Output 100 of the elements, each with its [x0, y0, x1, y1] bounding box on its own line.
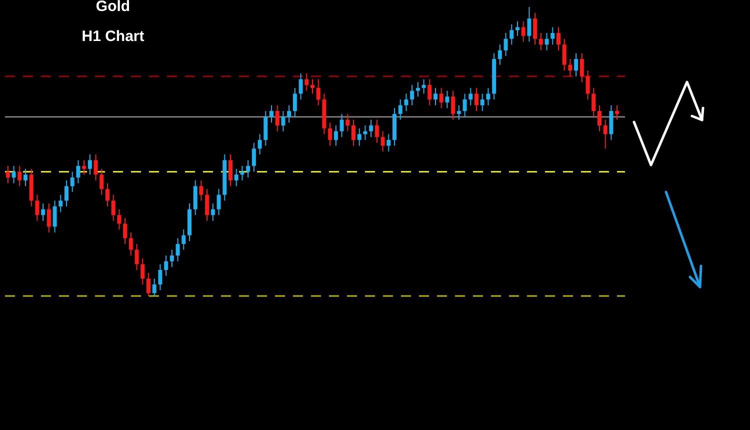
candlestick — [199, 180, 204, 202]
candlestick — [64, 180, 68, 207]
candlestick — [258, 134, 262, 155]
candlestick — [164, 255, 168, 276]
candlestick — [170, 249, 174, 268]
candlestick — [486, 87, 490, 106]
candlestick — [158, 264, 162, 291]
candlestick — [474, 87, 478, 112]
candlestick — [193, 180, 198, 216]
candlestick — [498, 44, 502, 66]
candlestick — [298, 72, 303, 100]
text: H1 Chart — [82, 28, 144, 45]
candlestick — [6, 165, 10, 184]
candlestick — [451, 90, 456, 120]
candlestick — [615, 104, 620, 120]
candlestick — [357, 128, 362, 146]
candlestick — [205, 188, 210, 222]
candlestick — [510, 24, 514, 46]
candlestick — [504, 32, 508, 57]
candlestick — [422, 78, 426, 94]
candlestick — [562, 38, 566, 72]
candlestick — [287, 104, 292, 124]
candlestick — [480, 93, 484, 112]
candlestick — [152, 278, 156, 296]
candlestick — [533, 12, 538, 46]
candlestick — [410, 84, 414, 106]
candlestick — [574, 52, 578, 77]
candlestick — [216, 188, 221, 216]
candlestick — [41, 203, 46, 222]
candlestick — [270, 104, 274, 124]
candlestick — [340, 113, 344, 138]
candlestick — [580, 52, 584, 83]
candlestick — [445, 90, 450, 109]
candlestick — [82, 160, 86, 176]
candlestick — [598, 104, 602, 132]
candlestick — [352, 119, 356, 146]
candlestick — [46, 203, 51, 233]
candlestick — [603, 119, 608, 150]
chart-title: Gold — [96, 0, 130, 15]
candlestick — [76, 160, 80, 184]
candlestick — [12, 165, 16, 184]
candlestick — [182, 229, 186, 250]
candlestick — [462, 93, 467, 118]
candlestick — [58, 194, 63, 213]
candlestick — [210, 203, 215, 222]
candlestick — [176, 238, 180, 262]
candlestick — [521, 20, 526, 42]
candlestick — [592, 87, 596, 118]
candlestick — [18, 165, 22, 187]
candlestick — [538, 32, 543, 51]
candlestick — [386, 134, 391, 152]
candlestick — [568, 58, 572, 77]
candlestick — [252, 142, 256, 172]
candlestick — [106, 182, 110, 207]
candlestick — [456, 104, 461, 120]
candlestick — [146, 272, 150, 296]
candlestick — [310, 78, 314, 94]
candlestick — [369, 119, 374, 138]
candlestick — [428, 78, 432, 106]
candlestick — [117, 208, 122, 230]
candlestick — [556, 26, 560, 51]
candlestick — [468, 87, 473, 106]
candlestick — [234, 168, 238, 187]
candlestick — [70, 171, 74, 192]
candlestick — [398, 98, 402, 120]
candlestick — [609, 104, 614, 140]
candlestick — [380, 130, 385, 152]
candlestick — [24, 168, 28, 187]
candlestick — [346, 113, 350, 132]
candlestick — [516, 20, 520, 36]
candlestick — [94, 154, 98, 181]
candlestick — [404, 93, 408, 112]
candlestick — [334, 124, 338, 146]
candlestick — [240, 165, 244, 181]
candlestick — [328, 122, 332, 146]
candlestick — [544, 32, 549, 51]
candlestick — [246, 160, 250, 178]
candlestick — [434, 87, 438, 106]
candlestick — [292, 87, 297, 118]
candlestick — [111, 194, 116, 222]
candlestick — [275, 104, 280, 132]
candlestick — [527, 6, 532, 42]
candlestick — [550, 26, 555, 46]
candlestick — [123, 217, 128, 244]
candlestick — [281, 110, 286, 132]
candlestick — [228, 154, 232, 187]
candlestick — [100, 168, 104, 196]
candlestick — [134, 243, 139, 270]
candlestick — [316, 78, 320, 106]
candlestick — [439, 87, 444, 109]
candlestick — [140, 258, 145, 285]
candlestick — [264, 110, 268, 146]
candlestick — [374, 119, 379, 144]
candlestick — [88, 154, 92, 176]
candlestick — [52, 200, 57, 233]
candlestick — [304, 72, 309, 92]
candlestick — [128, 232, 133, 256]
candlestick — [35, 194, 40, 222]
candlestick — [416, 82, 420, 98]
candlestick — [586, 70, 590, 100]
